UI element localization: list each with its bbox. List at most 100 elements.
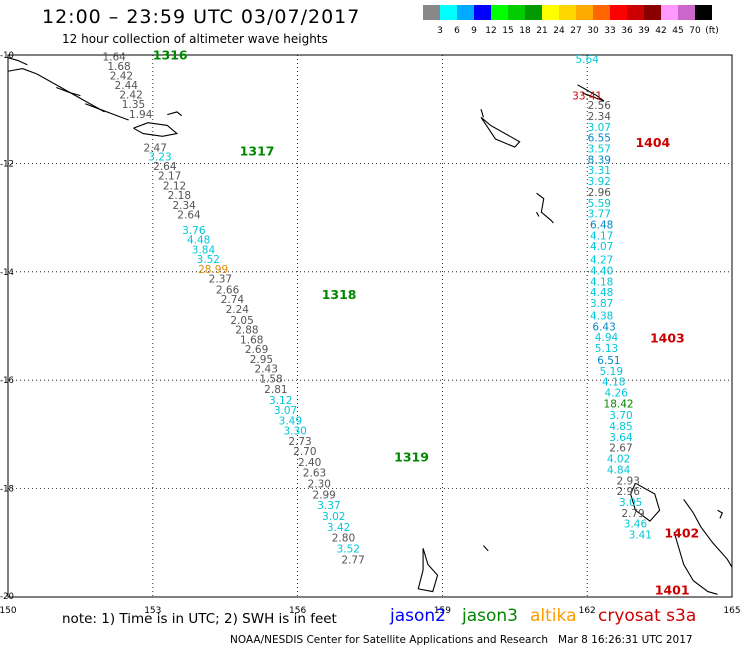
swh-value: 2.95: [250, 354, 273, 366]
coastline-islet: [56, 87, 81, 97]
swh-value: 2.40: [298, 457, 321, 469]
swh-value: 4.26: [604, 387, 628, 399]
chart-title: 12:00 – 23:59 UTC 03/07/2017: [42, 6, 361, 28]
swh-value-high: 33.41: [572, 90, 602, 102]
pass-number: 1401: [655, 582, 690, 597]
coastline-rossel: [133, 122, 179, 137]
swh-value: 3.07: [274, 405, 297, 417]
swh-value: 2.34: [588, 111, 612, 123]
legend-label: 36: [621, 26, 633, 36]
swh-value: 5.13: [595, 343, 618, 355]
legend-swatch: [457, 5, 474, 20]
legend-label: 3: [437, 26, 443, 36]
legend-swatch: [661, 5, 678, 20]
swh-value: 4.84: [607, 464, 631, 476]
lat-tick-label: -14: [0, 268, 14, 278]
swh-value: 28.99: [198, 264, 228, 276]
chart-subtitle: 12 hour collection of altimeter wave hei…: [62, 32, 328, 46]
timestamp-text: Mar 8 16:26:31 UTC 2017: [558, 634, 693, 646]
legend-label: 27: [570, 26, 582, 36]
coastline-islet: [480, 109, 484, 118]
swh-value: 2.70: [293, 446, 316, 458]
lon-tick-label: 159: [434, 606, 451, 616]
swh-value: 2.99: [312, 489, 335, 501]
swh-value: 2.34: [172, 200, 196, 212]
swh-value: 18.42: [604, 398, 634, 410]
legend-label: 33: [604, 26, 616, 36]
swh-value: 2.64: [153, 161, 177, 173]
swh-value: 2.67: [609, 443, 632, 455]
swh-value: 3.84: [192, 244, 216, 256]
satellite-label: cryosat s3a: [598, 606, 697, 626]
swh-value: 2.64: [177, 210, 201, 222]
swh-value: 4.17: [590, 230, 613, 242]
credit-text: NOAA/NESDIS Center for Satellite Applica…: [230, 634, 548, 646]
legend-swatch: [440, 5, 457, 20]
swh-value: 2.93: [617, 475, 640, 487]
swh-value: 6.43: [592, 321, 615, 333]
legend-label: 24: [553, 26, 565, 36]
swh-value: 2.74: [221, 294, 245, 306]
swh-value: 4.94: [595, 332, 619, 344]
swh-value: 3.02: [322, 511, 345, 523]
swh-value: 3.49: [279, 416, 302, 428]
legend-swatch: [474, 5, 491, 20]
legend-label: 15: [502, 26, 514, 36]
swh-value: 3.46: [624, 519, 648, 531]
coastline-newcaledonia: [683, 499, 733, 568]
legend-swatch: [644, 5, 661, 20]
swh-value: 3.23: [148, 152, 171, 164]
swh-value: 2.47: [144, 142, 167, 154]
swh-value: 2.05: [230, 315, 253, 327]
legend-label: 21: [536, 26, 548, 36]
legend-swatch: [423, 5, 440, 20]
pass-number: 1403: [650, 330, 685, 345]
swh-value: 2.88: [235, 325, 258, 337]
coastline-islet: [85, 103, 129, 121]
coastline-islet: [483, 545, 489, 552]
swh-value: 3.92: [588, 176, 611, 188]
swh-value: 3.64: [609, 432, 633, 444]
swh-value: 4.27: [590, 255, 613, 267]
swh-value: 2.37: [209, 274, 232, 286]
legend-swatch: [610, 5, 627, 20]
swh-value: 3.52: [197, 254, 220, 266]
swh-value: 3.07: [588, 122, 611, 134]
pass-number: 1404: [635, 135, 670, 150]
swh-value: 1.68: [107, 61, 130, 73]
swh-value: 4.02: [607, 454, 630, 466]
coastline-png: [7, 57, 28, 66]
swh-value: 4.40: [590, 266, 613, 278]
legend-label: 6: [454, 26, 460, 36]
swh-value: 1.64: [102, 51, 126, 63]
swh-value: 5.19: [600, 366, 623, 378]
pass-number: 1318: [322, 287, 357, 302]
coastline-newcaledonia: [673, 531, 718, 595]
swh-value: 2.96: [617, 486, 641, 498]
lon-tick-label: 150: [0, 606, 17, 616]
pass-number: 1317: [240, 143, 275, 158]
swh-value: 5.59: [588, 198, 611, 210]
swh-value: 3.12: [269, 395, 292, 407]
lon-tick-label: 165: [723, 606, 740, 616]
legend-swatch: [576, 5, 593, 20]
legend-swatch: [491, 5, 508, 20]
lat-tick-label: -16: [0, 376, 14, 386]
swh-value: 4.18: [590, 276, 613, 288]
coastline-islet: [167, 111, 183, 117]
coastline-islet: [717, 509, 724, 519]
coastline-santacruz: [577, 84, 605, 102]
lat-tick-label: -18: [0, 485, 14, 495]
swh-value: 2.81: [264, 384, 287, 396]
lon-tick-label: 162: [579, 606, 596, 616]
legend-label: 30: [587, 26, 599, 36]
swh-value: 2.69: [245, 344, 268, 356]
pass-number: 1316: [153, 47, 188, 62]
swh-value: 2.44: [115, 80, 139, 92]
swh-value: 2.42: [110, 70, 133, 82]
swh-value: 3.30: [283, 425, 306, 437]
swh-value: 4.85: [609, 421, 632, 433]
legend-unit: (ft): [705, 26, 719, 36]
swh-value: 2.56: [588, 100, 612, 112]
